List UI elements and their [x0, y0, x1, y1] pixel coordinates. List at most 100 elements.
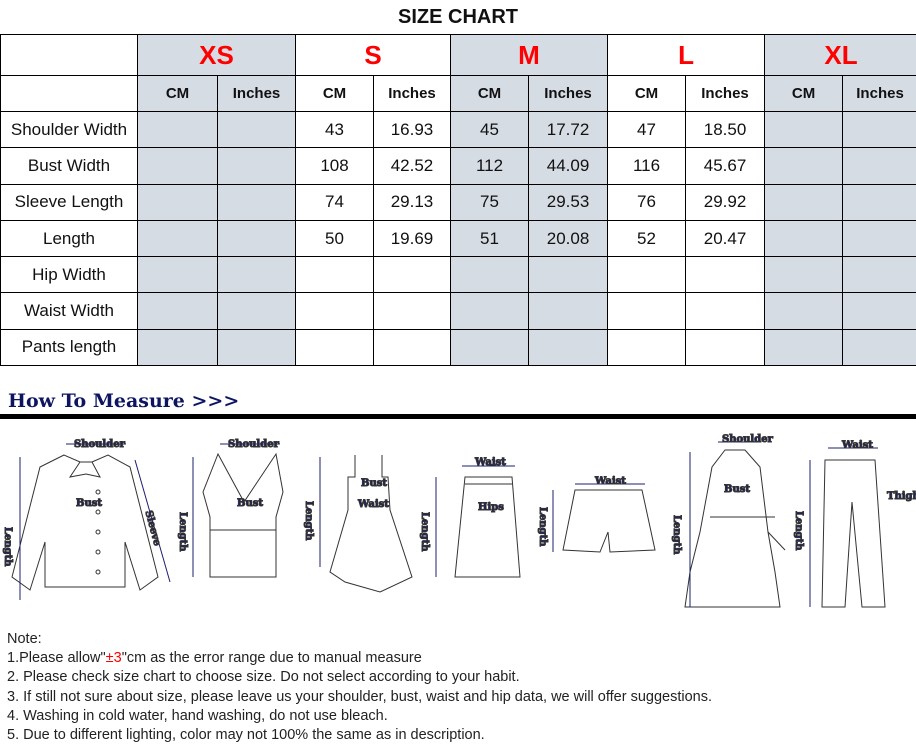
tank-top-illustration: Shoulder Bust Length	[177, 439, 284, 578]
length-label: Length	[2, 527, 13, 567]
corner-cell	[0, 75, 138, 112]
row-label: Shoulder Width	[0, 110, 138, 149]
unit-inches: Inches	[217, 75, 296, 112]
table-cell	[217, 219, 296, 258]
bust-label: Bust	[76, 498, 102, 509]
bust-label: Bust	[361, 478, 387, 489]
table-cell	[450, 328, 529, 367]
table-cell	[685, 328, 766, 367]
unit-inches: Inches	[527, 75, 609, 112]
pants-illustration: Waist Thigh Length	[793, 440, 916, 608]
table-cell	[450, 292, 529, 330]
table-cell	[842, 292, 916, 330]
table-cell	[842, 328, 916, 367]
length-label: Length	[303, 501, 314, 541]
table-cell: 29.92	[685, 183, 766, 221]
measurement-illustrations: Shoulder Bust Length Sleeve Shoulder Bus…	[2, 434, 916, 608]
table-cell	[217, 256, 296, 294]
unit-cm: CM	[137, 75, 218, 112]
table-cell	[137, 183, 218, 221]
note-3: 3. If still not sure about size, please …	[7, 688, 712, 705]
waist-label: Waist	[841, 440, 873, 451]
row-label: Waist Width	[0, 292, 138, 330]
notes: Note: 1.Please allow"±3"cm as the error …	[7, 630, 712, 745]
table-cell: 20.08	[527, 219, 609, 258]
note-text: "cm as the error range due to manual mea…	[121, 650, 422, 667]
dress-illustration: Bust Waist Length	[303, 455, 413, 593]
table-cell	[295, 328, 374, 367]
table-cell: 52	[607, 219, 687, 258]
size-table: XS S M L XL CM Inches CM Inches CM Inches CM In…	[0, 34, 916, 367]
hips-label: Hips	[478, 502, 504, 513]
shorts-illustration: Waist Length	[537, 476, 656, 553]
table-cell	[137, 328, 218, 367]
table-cell	[217, 183, 296, 221]
table-cell	[217, 147, 296, 185]
table-row: Hip Width	[0, 256, 916, 294]
row-label: Length	[0, 219, 138, 258]
unit-inches: Inches	[842, 75, 916, 112]
table-cell	[295, 256, 374, 294]
unit-cm: CM	[764, 75, 844, 112]
table-cell: 43	[295, 110, 374, 149]
table-cell: 29.13	[373, 183, 451, 221]
table-cell	[764, 219, 844, 258]
table-cell: 45	[450, 110, 529, 149]
table-row: Bust Width 108 42.52 112 44.09 116 45.67	[0, 147, 916, 185]
table-cell	[685, 292, 766, 330]
size-s: S	[295, 34, 451, 76]
table-cell	[137, 219, 218, 258]
table-cell	[842, 110, 916, 149]
length-label: Length	[671, 515, 682, 555]
table-cell: 74	[295, 183, 374, 221]
shoulder-label: Shoulder	[228, 439, 280, 450]
thigh-label: Thigh	[887, 491, 916, 502]
table-cell: 16.93	[373, 110, 451, 149]
table-cell	[607, 256, 687, 294]
table-cell	[764, 147, 844, 185]
table-cell	[527, 328, 609, 367]
table-cell	[607, 328, 687, 367]
row-label: Pants length	[0, 328, 138, 367]
table-cell: 50	[295, 219, 374, 258]
size-xl: XL	[764, 34, 916, 76]
table-cell	[137, 110, 218, 149]
unit-cm: CM	[607, 75, 687, 112]
bust-label: Bust	[724, 484, 750, 495]
table-cell	[764, 110, 844, 149]
table-cell: 51	[450, 219, 529, 258]
row-label: Sleeve Length	[0, 183, 138, 221]
waist-label: Waist	[594, 476, 626, 487]
table-cell	[842, 183, 916, 221]
note-text: 1.Please allow"	[7, 650, 106, 667]
table-cell	[137, 147, 218, 185]
note-1: 1.Please allow"±3"cm as the error range …	[7, 649, 712, 668]
table-cell: 19.69	[373, 219, 451, 258]
table-cell: 47	[607, 110, 687, 149]
chart-title: SIZE CHART	[398, 6, 518, 28]
coat-illustration: Shoulder Bust Length	[671, 434, 786, 608]
table-cell	[764, 256, 844, 294]
table-cell	[527, 292, 609, 330]
unit-inches: Inches	[685, 75, 766, 112]
table-row: Waist Width	[0, 292, 916, 330]
table-cell: 108	[295, 147, 374, 185]
table-cell	[217, 328, 296, 367]
unit-header-row: CM Inches CM Inches CM Inches CM Inches CM Inches	[0, 75, 916, 112]
table-cell: 112	[450, 147, 529, 185]
note-5: 5. Due to different lighting, color may …	[7, 727, 485, 744]
table-row: Shoulder Width 43 16.93 45 17.72 47 18.50	[0, 110, 916, 149]
how-to-measure-heading: How To Measure >>>	[8, 390, 240, 412]
length-label: Length	[419, 512, 430, 552]
table-row: Sleeve Length 74 29.13 75 29.53 76 29.92	[0, 183, 916, 221]
size-xs: XS	[137, 34, 296, 76]
size-m: M	[449, 34, 609, 76]
table-cell: 76	[607, 183, 687, 221]
table-cell: 116	[607, 147, 687, 185]
skirt-illustration: Waist Hips Length	[419, 457, 521, 578]
table-cell: 75	[450, 183, 529, 221]
table-cell	[685, 256, 766, 294]
table-cell	[527, 256, 609, 294]
length-label: Length	[793, 511, 804, 551]
table-cell	[217, 292, 296, 330]
